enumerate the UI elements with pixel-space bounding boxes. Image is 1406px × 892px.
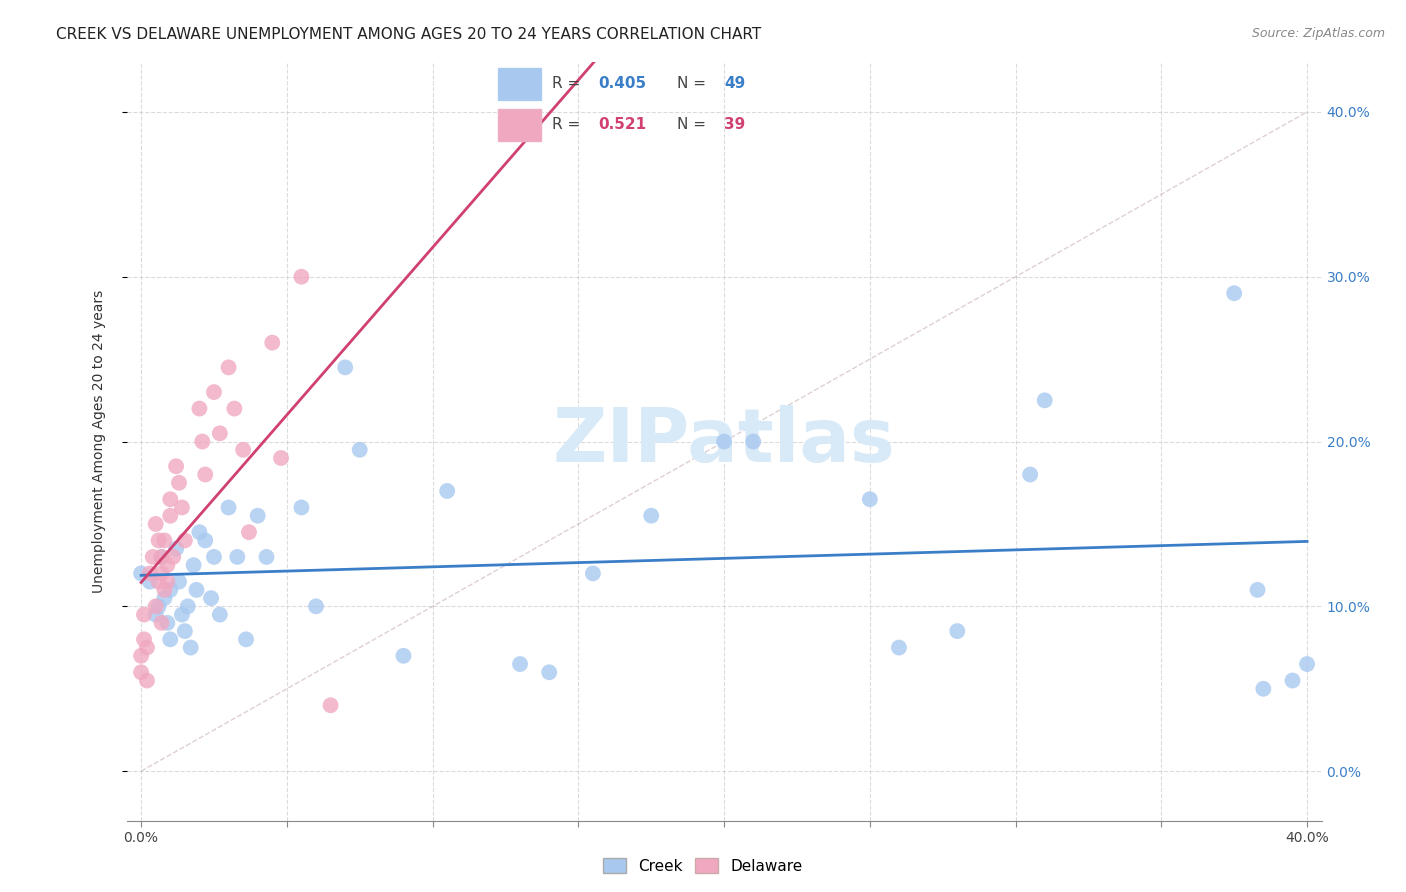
Text: Source: ZipAtlas.com: Source: ZipAtlas.com — [1251, 27, 1385, 40]
Point — [150, 549, 173, 564]
Point — [333, 360, 356, 375]
Point — [191, 434, 214, 449]
Point — [150, 615, 173, 630]
Point — [129, 566, 152, 581]
Point — [170, 607, 193, 622]
Point — [159, 582, 181, 597]
Point — [165, 459, 187, 474]
Point — [319, 698, 342, 713]
Point — [1246, 582, 1268, 597]
Point — [256, 549, 278, 564]
Point — [290, 269, 312, 284]
Point — [946, 624, 969, 639]
Point — [436, 483, 458, 498]
Point — [349, 442, 371, 457]
Point — [270, 450, 292, 465]
Point — [232, 442, 254, 457]
Point — [183, 558, 205, 573]
Point — [305, 599, 328, 614]
Point — [177, 599, 200, 614]
Point — [159, 508, 181, 523]
Point — [148, 574, 170, 589]
Point — [139, 566, 162, 581]
Point — [887, 640, 910, 655]
Point — [1223, 286, 1246, 301]
Point — [136, 673, 159, 688]
Point — [145, 599, 167, 614]
Point — [159, 492, 181, 507]
Point — [167, 475, 190, 490]
Point — [186, 582, 208, 597]
Point — [150, 549, 173, 564]
Point — [136, 640, 159, 655]
Point — [290, 500, 312, 515]
Point — [1281, 673, 1303, 688]
Point — [640, 508, 662, 523]
Point — [159, 632, 181, 647]
Point — [173, 533, 195, 548]
Point — [145, 516, 167, 531]
Point — [148, 533, 170, 548]
Point — [224, 401, 246, 416]
Point — [200, 591, 222, 606]
Point — [194, 533, 217, 548]
Point — [713, 434, 735, 449]
Point — [262, 335, 284, 350]
Point — [218, 360, 240, 375]
Point — [167, 574, 190, 589]
Point — [129, 648, 152, 663]
Point — [156, 615, 179, 630]
Point — [538, 665, 561, 680]
Point — [132, 607, 155, 622]
Point — [392, 648, 415, 663]
Point — [153, 533, 176, 548]
Point — [1296, 657, 1319, 671]
Point — [162, 549, 184, 564]
Point — [202, 549, 225, 564]
Point — [170, 500, 193, 515]
Point — [509, 657, 531, 671]
Legend: Creek, Delaware: Creek, Delaware — [598, 852, 808, 880]
Point — [226, 549, 249, 564]
Point — [582, 566, 605, 581]
Point — [165, 541, 187, 556]
Y-axis label: Unemployment Among Ages 20 to 24 years: Unemployment Among Ages 20 to 24 years — [91, 290, 105, 593]
Point — [173, 624, 195, 639]
Point — [188, 525, 211, 540]
Point — [1019, 467, 1042, 482]
Point — [188, 401, 211, 416]
Point — [208, 607, 231, 622]
Point — [859, 492, 882, 507]
Text: CREEK VS DELAWARE UNEMPLOYMENT AMONG AGES 20 TO 24 YEARS CORRELATION CHART: CREEK VS DELAWARE UNEMPLOYMENT AMONG AGE… — [56, 27, 762, 42]
Point — [1253, 681, 1275, 696]
Point — [145, 607, 167, 622]
Point — [208, 426, 231, 441]
Point — [246, 508, 269, 523]
Point — [153, 582, 176, 597]
Point — [129, 665, 152, 680]
Point — [139, 574, 162, 589]
Point — [148, 599, 170, 614]
Point — [180, 640, 202, 655]
Point — [156, 574, 179, 589]
Text: ZIPatlas: ZIPatlas — [553, 405, 896, 478]
Point — [742, 434, 765, 449]
Point — [218, 500, 240, 515]
Point — [235, 632, 257, 647]
Point — [132, 632, 155, 647]
Point — [194, 467, 217, 482]
Point — [153, 591, 176, 606]
Point — [238, 525, 260, 540]
Point — [142, 549, 165, 564]
Point — [1033, 393, 1056, 408]
Point — [150, 566, 173, 581]
Point — [202, 385, 225, 400]
Point — [156, 558, 179, 573]
